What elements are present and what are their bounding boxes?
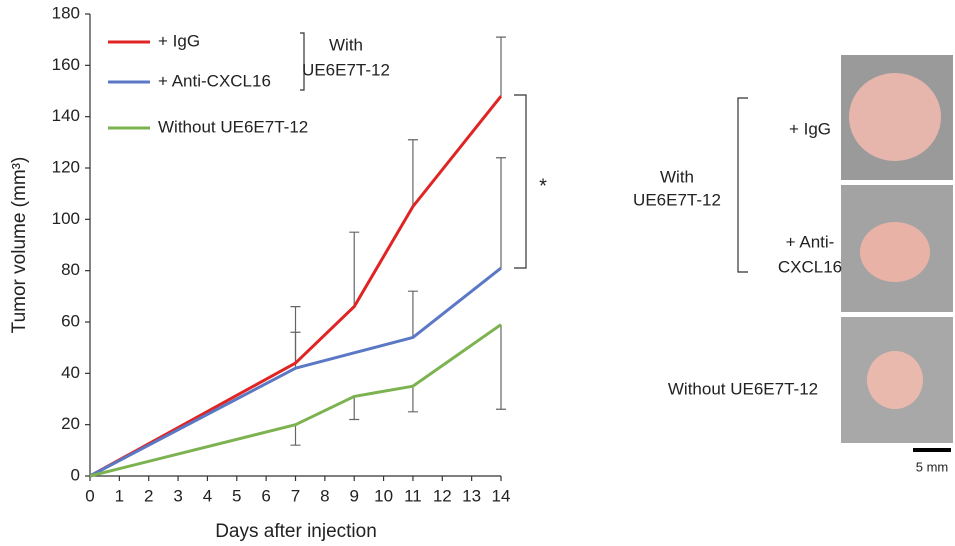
error-bar: [407, 290, 418, 338]
photo-label: CXCL16: [778, 257, 842, 276]
x-tick-label: 12: [433, 486, 452, 505]
y-tick-label: 160: [52, 55, 80, 74]
x-tick-label: 2: [144, 486, 153, 505]
y-tick-label: 80: [61, 260, 80, 279]
tumor: [849, 73, 941, 161]
y-tick-label: 60: [61, 311, 80, 330]
y-tick-label: 180: [52, 3, 80, 22]
legend-bracket-label: UE6E7T-12: [302, 60, 390, 79]
y-tick-label: 0: [71, 465, 80, 484]
photo-bracket: [737, 97, 748, 273]
y-axis-label: Tumor volume (mm³): [9, 157, 30, 334]
legend-label: + Anti-CXCL16: [158, 71, 271, 90]
error-bar: [290, 424, 301, 446]
legend-label: + IgG: [158, 31, 200, 50]
error-bar: [407, 386, 418, 413]
error-bar: [496, 36, 506, 97]
x-tick-label: 7: [291, 486, 300, 505]
x-tick-label: 11: [404, 486, 422, 505]
x-axis-label: Days after injection: [215, 521, 377, 542]
x-tick-label: 6: [261, 486, 270, 505]
photo-label: + IgG: [789, 119, 831, 138]
x-tick-label: 0: [85, 486, 94, 505]
x-tick-label: 8: [320, 486, 329, 505]
error-bar: [496, 324, 506, 410]
x-tick-label: 9: [349, 486, 358, 505]
photo-group-label: With: [660, 167, 694, 186]
series-line: [89, 266, 502, 478]
series-line: [89, 323, 502, 478]
legend-label: Without UE6E7T-12: [158, 117, 308, 136]
legend-bracket: [300, 32, 305, 91]
error-bar: [407, 139, 418, 207]
x-tick-label: 10: [374, 486, 393, 505]
y-tick-label: 100: [52, 209, 80, 228]
y-tick-label: 140: [52, 106, 80, 125]
photo-label: + Anti-: [786, 232, 835, 251]
x-tick-label: 3: [173, 486, 182, 505]
x-tick-label: 4: [203, 486, 212, 505]
tumor: [860, 222, 930, 282]
significance: *: [539, 175, 547, 197]
significance-bracket: [514, 94, 527, 269]
x-tick-label: 5: [232, 486, 241, 505]
y-tick-label: 40: [61, 363, 80, 382]
photos: [841, 55, 953, 452]
x-tick-label: 13: [462, 486, 481, 505]
y-tick-label: 120: [52, 157, 80, 176]
error-bar: [496, 157, 506, 269]
error-bar: [349, 231, 360, 307]
series-line: [89, 95, 503, 478]
x-tick-label: 14: [492, 486, 511, 505]
x-tick-label: 1: [115, 486, 124, 505]
photo-group-label: UE6E7T-12: [633, 190, 721, 209]
photo-label: Without UE6E7T-12: [668, 379, 818, 398]
error-bar: [349, 396, 360, 421]
legend-bracket-label: With: [329, 35, 363, 54]
y-tick-label: 20: [61, 414, 80, 433]
scale-bar-label: 5 mm: [916, 459, 949, 474]
tumor: [867, 351, 923, 409]
